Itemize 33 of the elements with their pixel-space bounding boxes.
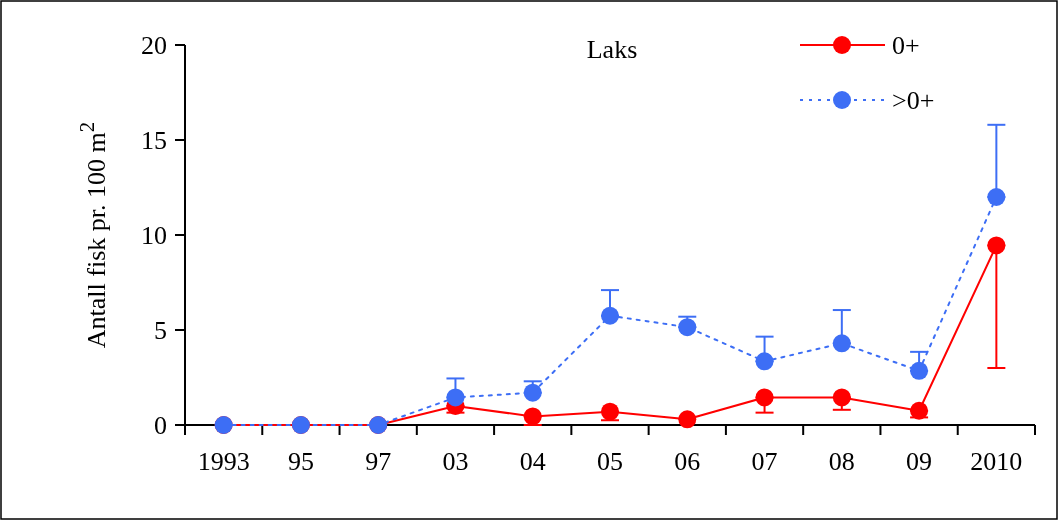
y-tick-label: 10 [141,221,167,251]
point [910,361,929,380]
point [601,306,619,325]
point [601,402,619,421]
y-tick-label: 15 [141,126,167,156]
x-tick-label: 09 [906,447,933,476]
point [446,388,465,407]
point [832,334,851,353]
point [523,383,542,402]
x-tick-label: 1993 [197,447,250,476]
y-tick-label: 5 [154,316,167,346]
x-tick-label: 03 [442,447,469,476]
legend-label: >0+ [892,86,935,116]
x-tick-label: 08 [828,447,855,476]
x-tick-label: 95 [287,447,314,476]
x-tick-label: 04 [519,447,546,476]
x-tick-label: 06 [674,447,701,476]
point [755,388,774,407]
point [523,407,542,426]
y-tick-label: 20 [141,31,167,61]
x-tick-label: 2010 [970,447,1023,476]
point [832,388,851,407]
point [755,352,774,371]
point [678,318,697,337]
point [987,236,1006,255]
legend-label: 0+ [892,31,920,61]
y-tick-label: 0 [154,411,167,441]
point [678,410,697,429]
x-tick-label: 97 [365,447,392,476]
x-tick-label: 05 [597,447,623,476]
x-tick-label: 07 [751,447,778,476]
point [987,188,1006,206]
chart-title: Laks [586,35,638,64]
